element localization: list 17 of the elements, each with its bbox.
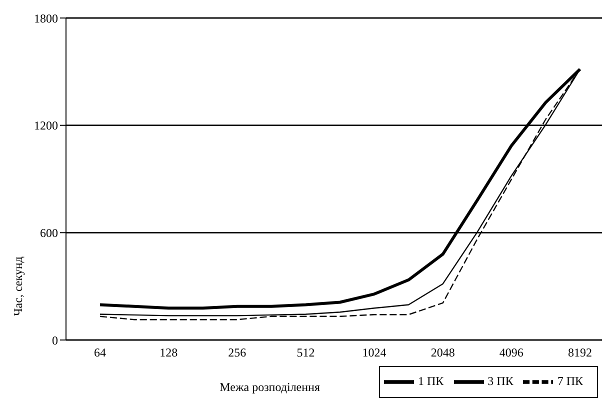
y-tick-label: 0: [52, 333, 58, 348]
x-tick-label: 4096: [499, 346, 524, 360]
x-tick-label: 8192: [568, 346, 592, 360]
x-tick-label: 256: [228, 346, 246, 360]
x-tick-label: 1024: [362, 346, 386, 360]
legend-label: 3 ПК: [488, 374, 514, 388]
y-tick-label: 1200: [34, 118, 58, 133]
x-axis-title: Межа розподілення: [218, 380, 320, 395]
x-tick-label: 128: [160, 346, 178, 360]
x-tick-label: 2048: [430, 346, 455, 360]
y-tick-label: 1800: [34, 11, 58, 26]
y-axis-title: Час, секунд: [11, 256, 25, 316]
y-tick-label: 600: [40, 226, 58, 240]
legend-label: 1 ПК: [418, 374, 444, 388]
x-tick-label: 64: [94, 346, 106, 360]
legend-label: 7 ПК: [557, 374, 583, 388]
x-tick-label: 512: [296, 346, 315, 360]
